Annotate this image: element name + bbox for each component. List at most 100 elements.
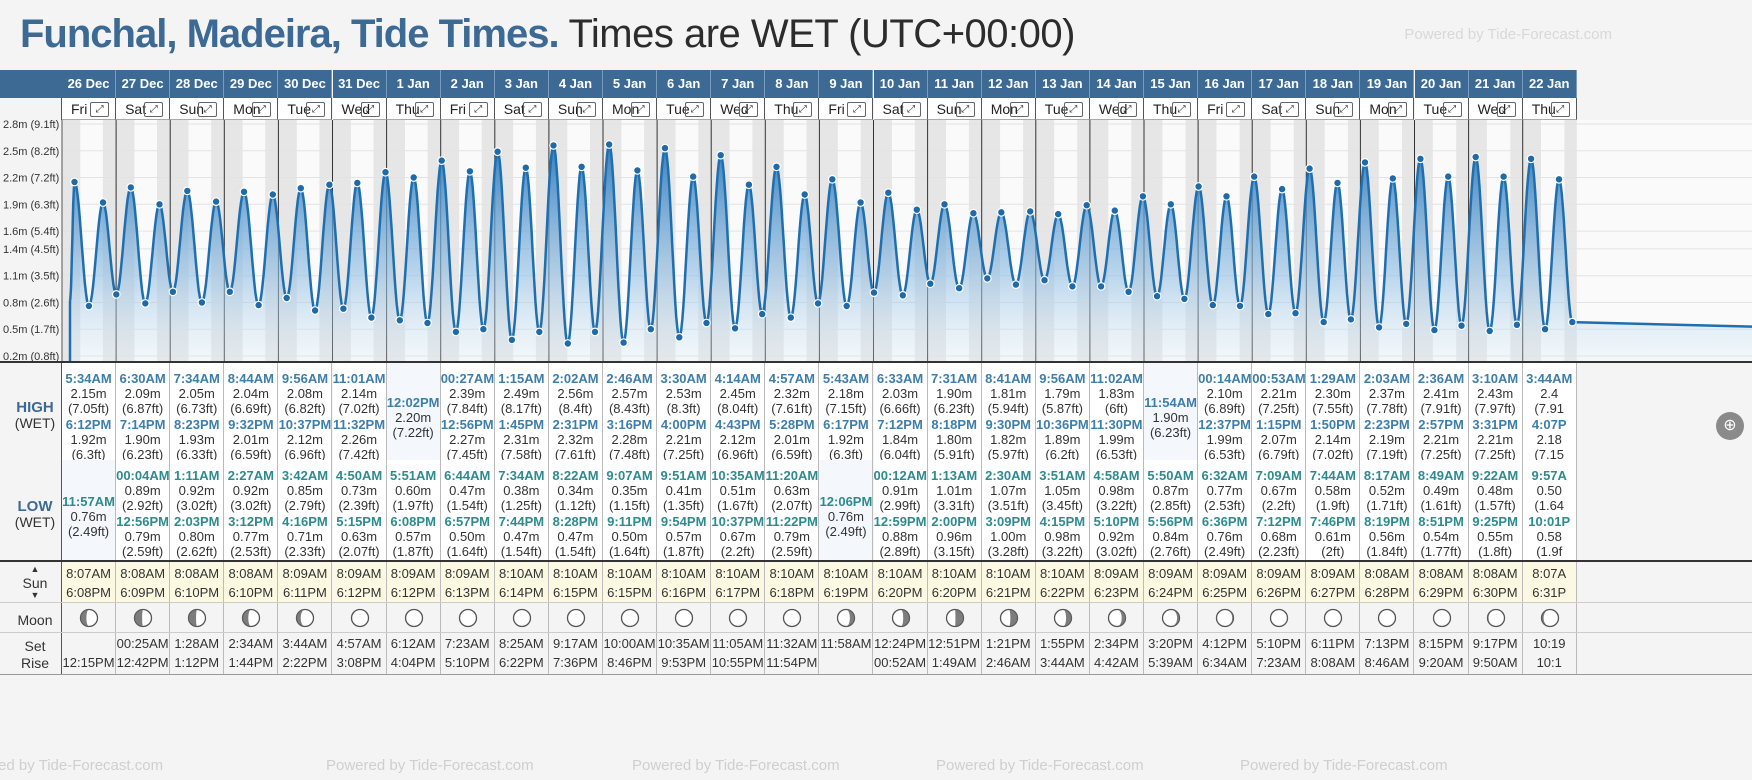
tide-extreme-point[interactable]	[1333, 178, 1342, 188]
expand-icon[interactable]: ⤢	[1172, 102, 1192, 117]
tide-extreme-point[interactable]	[813, 298, 823, 308]
tide-extreme-point[interactable]	[898, 290, 908, 300]
tide-extreme-point[interactable]	[1291, 308, 1300, 318]
tide-extreme-point[interactable]	[633, 166, 642, 175]
tide-extreme-point[interactable]	[1526, 154, 1536, 164]
tide-extreme-point[interactable]	[925, 279, 935, 289]
tide-extreme-point[interactable]	[1443, 172, 1453, 181]
tide-extreme-point[interactable]	[521, 163, 531, 173]
expand-icon[interactable]: ⤢	[360, 102, 380, 117]
expand-icon[interactable]: ⤢	[631, 102, 651, 117]
tide-extreme-point[interactable]	[1360, 158, 1370, 167]
expand-icon[interactable]: ⤢	[685, 102, 705, 117]
tide-extreme-point[interactable]	[800, 190, 810, 199]
tide-extreme-point[interactable]	[702, 318, 711, 328]
expand-icon[interactable]: ⤢	[1226, 102, 1246, 117]
tide-extreme-point[interactable]	[1319, 317, 1329, 327]
tide-extreme-point[interactable]	[423, 318, 432, 328]
tide-extreme-point[interactable]	[772, 162, 781, 172]
tide-extreme-point[interactable]	[367, 313, 376, 323]
expand-icon[interactable]: ⤢	[739, 102, 759, 117]
tide-extreme-point[interactable]	[155, 199, 164, 209]
tide-extreme-point[interactable]	[786, 313, 796, 323]
tide-extreme-point[interactable]	[619, 338, 628, 348]
tide-extreme-point[interactable]	[465, 166, 475, 176]
expand-icon[interactable]: ⤢	[1334, 102, 1354, 117]
tide-extreme-point[interactable]	[1011, 280, 1021, 290]
tide-extreme-point[interactable]	[954, 283, 964, 293]
tide-extreme-point[interactable]	[282, 293, 292, 303]
tide-extreme-point[interactable]	[111, 289, 121, 299]
tide-extreme-point[interactable]	[339, 304, 348, 314]
expand-icon[interactable]: ⤢	[901, 102, 921, 117]
tide-extreme-point[interactable]	[140, 298, 150, 308]
tide-extreme-point[interactable]	[1138, 191, 1148, 201]
tide-extreme-point[interactable]	[1152, 291, 1162, 301]
tide-extreme-point[interactable]	[604, 140, 614, 149]
tide-extreme-point[interactable]	[1235, 301, 1245, 311]
tide-extreme-point[interactable]	[982, 273, 992, 283]
expand-icon[interactable]: ⤢	[1442, 102, 1462, 117]
tide-extreme-point[interactable]	[563, 339, 573, 348]
tide-extreme-point[interactable]	[842, 301, 852, 311]
tide-extreme-point[interactable]	[883, 188, 893, 198]
expand-icon[interactable]: ⤢	[198, 102, 218, 117]
tide-extreme-point[interactable]	[507, 335, 517, 345]
tide-extreme-point[interactable]	[1025, 206, 1035, 216]
tide-extreme-point[interactable]	[1554, 174, 1564, 184]
tide-extreme-point[interactable]	[1499, 172, 1508, 181]
tide-extreme-point[interactable]	[1082, 200, 1092, 210]
tide-extreme-point[interactable]	[409, 173, 419, 182]
tide-extreme-point[interactable]	[1415, 154, 1425, 164]
tide-extreme-point[interactable]	[730, 323, 740, 333]
expand-icon[interactable]: ⤢	[522, 102, 542, 117]
expand-icon[interactable]: ⤢	[1550, 102, 1570, 117]
expand-icon[interactable]: ⤢	[252, 102, 272, 117]
tide-extreme-point[interactable]	[1388, 174, 1398, 183]
tide-extreme-point[interactable]	[757, 309, 767, 319]
tide-extreme-point[interactable]	[296, 183, 306, 193]
tide-extreme-point[interactable]	[168, 287, 178, 297]
tide-extreme-point[interactable]	[716, 150, 726, 160]
tide-extreme-point[interactable]	[1263, 309, 1273, 319]
tide-extreme-point[interactable]	[1485, 326, 1495, 336]
tide-extreme-point[interactable]	[1540, 324, 1550, 334]
tide-extreme-point[interactable]	[1053, 209, 1063, 219]
expand-icon[interactable]: ⤢	[847, 102, 867, 117]
expand-icon[interactable]: ⤢	[144, 102, 164, 117]
tide-extreme-point[interactable]	[126, 183, 136, 192]
expand-icon[interactable]: ⤢	[1496, 102, 1516, 117]
tide-extreme-point[interactable]	[1471, 152, 1481, 162]
expand-icon[interactable]: ⤢	[955, 102, 975, 117]
tide-extreme-point[interactable]	[1457, 321, 1466, 331]
tide-extreme-point[interactable]	[996, 207, 1006, 217]
tide-extreme-point[interactable]	[493, 147, 503, 157]
tide-extreme-point[interactable]	[969, 208, 978, 218]
tide-extreme-point[interactable]	[1222, 191, 1231, 201]
tide-extreme-point[interactable]	[479, 324, 488, 334]
expand-icon[interactable]: ⤢	[1063, 102, 1083, 117]
tide-extreme-point[interactable]	[549, 141, 558, 150]
tide-extreme-point[interactable]	[827, 174, 837, 184]
tide-extreme-point[interactable]	[1110, 206, 1120, 215]
tide-extreme-point[interactable]	[70, 177, 79, 187]
tide-extreme-point[interactable]	[268, 190, 278, 199]
tide-extreme-point[interactable]	[856, 198, 865, 207]
tide-extreme-point[interactable]	[451, 327, 461, 337]
expand-icon[interactable]: ⤢	[1388, 102, 1408, 117]
expand-icon[interactable]: ⤢	[1280, 102, 1300, 117]
tide-extreme-point[interactable]	[1194, 182, 1203, 191]
tide-extreme-point[interactable]	[1124, 287, 1133, 297]
info-icon[interactable]: ⊕	[1716, 412, 1744, 440]
tide-extreme-point[interactable]	[239, 187, 249, 197]
tide-extreme-point[interactable]	[1166, 199, 1176, 209]
expand-icon[interactable]: ⤢	[576, 102, 596, 117]
tide-extreme-point[interactable]	[1305, 164, 1314, 173]
tide-extreme-point[interactable]	[437, 156, 447, 165]
tide-extreme-point[interactable]	[534, 327, 544, 337]
tide-extreme-point[interactable]	[197, 298, 207, 307]
tide-extreme-point[interactable]	[688, 172, 698, 181]
expand-icon[interactable]: ⤢	[468, 102, 488, 117]
expand-icon[interactable]: ⤢	[793, 102, 813, 117]
tide-extreme-point[interactable]	[211, 197, 221, 206]
